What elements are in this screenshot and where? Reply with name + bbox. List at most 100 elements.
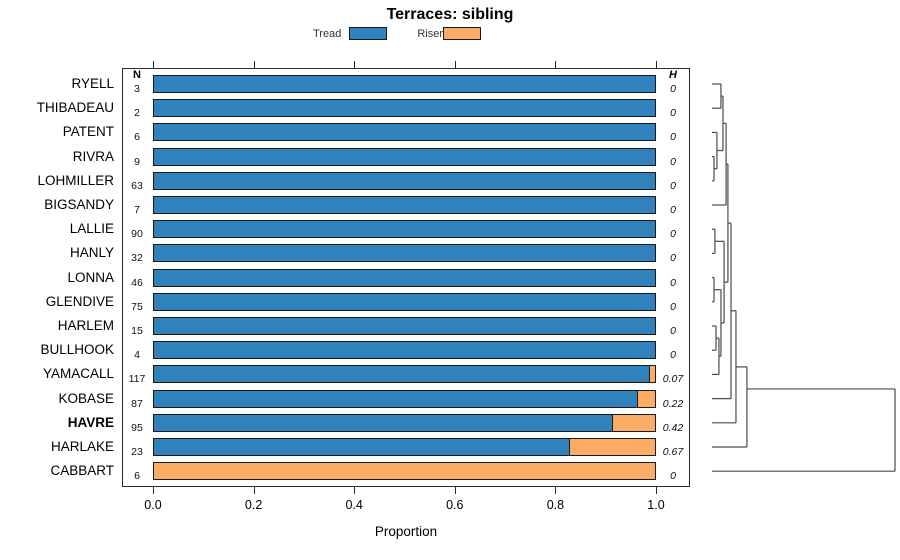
bottom-axis-tick xyxy=(253,487,255,494)
top-axis-tick xyxy=(253,61,255,68)
category-label: LALLIE xyxy=(69,221,114,237)
n-value: 9 xyxy=(134,155,140,168)
bar-segment-tread xyxy=(153,196,656,214)
category-label: RYELL xyxy=(71,76,114,91)
bottom-axis-tick xyxy=(153,487,154,494)
stacked-bar xyxy=(153,196,656,214)
x-tick-label: 0.6 xyxy=(446,498,464,512)
bar-segment-tread xyxy=(153,171,656,190)
category-label: HARLAKE xyxy=(50,439,114,454)
bottom-axis-tick xyxy=(354,487,356,494)
h-value: 0.07 xyxy=(662,373,684,386)
legend-swatch-tread xyxy=(349,27,388,40)
chart-title: Terraces: sibling xyxy=(386,6,514,23)
category-label: RIVRA xyxy=(72,148,114,164)
x-tick-label: 0.8 xyxy=(546,498,565,512)
n-value: 23 xyxy=(131,446,143,458)
bar-segment-riser xyxy=(153,462,656,481)
n-value: 7 xyxy=(134,204,140,216)
stacked-bar xyxy=(153,123,656,142)
plot-panel xyxy=(122,68,690,487)
bar-segment-tread xyxy=(153,220,656,239)
h-column-header: H xyxy=(669,69,677,81)
legend: Tread Riser xyxy=(313,27,481,40)
bar-segment-tread xyxy=(153,341,656,360)
h-value: 0 xyxy=(670,83,676,95)
stacked-bar xyxy=(153,220,656,239)
stacked-bar xyxy=(153,317,656,335)
legend-swatch-riser xyxy=(443,27,481,40)
bar-segment-tread xyxy=(153,438,571,456)
n-value: 75 xyxy=(131,300,143,313)
n-value: 90 xyxy=(131,228,143,241)
top-axis-tick xyxy=(454,61,456,68)
stacked-bar xyxy=(153,462,656,481)
stacked-bar xyxy=(153,99,656,118)
stacked-bar xyxy=(153,171,656,190)
category-label: CABBART xyxy=(50,463,114,479)
bar-segment-tread xyxy=(153,268,656,287)
h-value: 0.67 xyxy=(662,446,684,458)
stacked-bar xyxy=(153,389,656,408)
stacked-bar xyxy=(153,75,656,93)
n-value: 117 xyxy=(128,373,146,386)
bar-segment-tread xyxy=(153,365,650,384)
h-value: 0 xyxy=(670,349,676,362)
dendrogram xyxy=(712,83,896,472)
stacked-bar xyxy=(153,147,656,166)
legend-label-riser: Riser xyxy=(417,27,443,40)
stacked-bar xyxy=(153,413,656,432)
category-label: PATENT xyxy=(62,124,114,140)
category-label: LOHMILLER xyxy=(37,172,114,188)
h-value: 0 xyxy=(670,155,676,168)
h-value: 0 xyxy=(670,300,676,313)
h-value: 0 xyxy=(670,107,676,120)
stacked-bar xyxy=(153,292,656,311)
category-label: HANLY xyxy=(69,245,114,261)
top-axis-tick xyxy=(153,61,154,68)
h-value: 0 xyxy=(670,179,676,192)
legend-label-tread: Tread xyxy=(313,27,342,40)
bar-segment-riser xyxy=(638,389,656,408)
n-column-header: N xyxy=(133,69,141,81)
bottom-axis-tick xyxy=(454,487,456,494)
category-label: LONNA xyxy=(67,269,114,285)
stacked-bar xyxy=(153,438,656,456)
n-value: 6 xyxy=(134,131,140,144)
category-label: HAVRE xyxy=(67,414,114,430)
top-axis-tick xyxy=(656,61,657,68)
bar-segment-tread xyxy=(153,292,656,311)
x-tick-label: 0.4 xyxy=(345,498,363,512)
x-tick-label: 0.2 xyxy=(244,498,263,512)
bar-segment-riser xyxy=(570,438,656,456)
h-value: 0.22 xyxy=(662,397,684,410)
stacked-bar xyxy=(153,365,656,384)
bar-segment-riser xyxy=(649,365,656,384)
category-label: YAMACALL xyxy=(42,366,114,382)
h-value: 0 xyxy=(670,204,676,216)
n-value: 87 xyxy=(131,397,143,410)
bar-segment-tread xyxy=(153,413,614,432)
bar-segment-tread xyxy=(153,123,656,142)
n-value: 6 xyxy=(134,470,140,483)
stacked-bar xyxy=(153,268,656,287)
stacked-bar xyxy=(153,244,656,263)
bar-segment-tread xyxy=(153,389,639,408)
n-value: 46 xyxy=(131,276,143,289)
bottom-axis-tick xyxy=(656,487,657,494)
stacked-bar xyxy=(153,341,656,360)
n-value: 95 xyxy=(131,421,143,434)
h-value: 0 xyxy=(670,131,676,144)
category-label: BIGSANDY xyxy=(44,197,114,212)
x-tick-label: 0.0 xyxy=(144,498,162,512)
n-value: 2 xyxy=(134,107,140,120)
bar-segment-tread xyxy=(153,147,656,166)
category-label: THIBADEAU xyxy=(36,100,114,116)
n-value: 63 xyxy=(131,179,143,192)
category-label: HARLEM xyxy=(57,318,114,333)
bar-segment-tread xyxy=(153,75,656,93)
h-value: 0 xyxy=(670,252,676,265)
n-value: 15 xyxy=(131,325,143,337)
x-tick-label: 1.0 xyxy=(647,498,665,512)
